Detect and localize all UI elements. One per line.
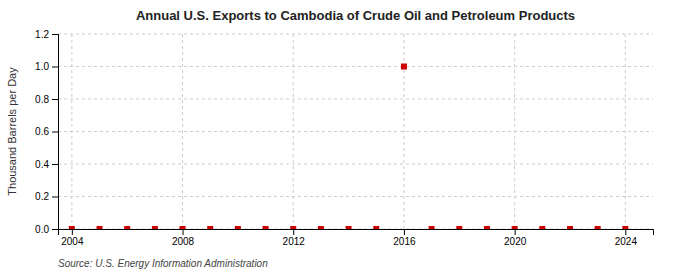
tick: 0.0: [35, 224, 58, 235]
tick-label: 2008: [172, 236, 195, 247]
tick: 2004: [61, 229, 84, 247]
tick-mark: [625, 229, 626, 235]
tick: 0.4: [35, 159, 58, 170]
point: [235, 226, 241, 229]
tick-label: 0.0: [35, 224, 49, 235]
axis-line: [52, 35, 59, 230]
marks: [69, 64, 628, 230]
point: [152, 226, 158, 229]
tick-mark: [72, 229, 73, 235]
point: [124, 226, 130, 229]
tick-mark: [52, 229, 58, 230]
point: [346, 226, 352, 229]
grid-line: [71, 34, 72, 229]
tick-mark: [183, 229, 184, 235]
tick: 2024: [615, 229, 638, 247]
tick-mark: [52, 67, 58, 68]
tick: 1.2: [35, 29, 58, 40]
tick-mark: [293, 229, 294, 235]
tick: 1.0: [35, 61, 58, 72]
grid-line: [58, 196, 653, 197]
tick-mark: [52, 197, 58, 198]
point: [207, 226, 213, 229]
axis-line: [59, 230, 654, 236]
point: [567, 226, 573, 229]
tick: 2012: [283, 229, 306, 247]
grid-line: [58, 164, 653, 165]
tick-mark: [52, 164, 58, 165]
grid-line: [58, 99, 653, 100]
grid-line: [625, 34, 626, 229]
tick-label: 0.2: [35, 191, 49, 202]
point: [512, 226, 518, 229]
tick-label: 2012: [283, 236, 306, 247]
point: [318, 226, 324, 229]
x-axis: 2004 2008 2012 2016 2020 2024: [59, 229, 654, 247]
tick-label: 0.8: [35, 94, 49, 105]
point: [69, 226, 75, 229]
tick: 2016: [393, 229, 416, 247]
grid-line: [58, 66, 653, 67]
tick: 2020: [504, 229, 527, 247]
tick-label: 2004: [61, 236, 84, 247]
title: Annual U.S. Exports to Cambodia of Crude…: [136, 8, 575, 23]
tick-label: 0.4: [35, 159, 49, 170]
tick-mark: [52, 132, 58, 133]
point: [97, 226, 103, 229]
grid-line: [58, 34, 653, 35]
grid-line: [182, 34, 183, 229]
tick-label: 1.0: [35, 61, 49, 72]
point: [373, 226, 379, 229]
tick-mark: [515, 229, 516, 235]
tick-mark: [52, 34, 58, 35]
tick: 2008: [172, 229, 195, 247]
tick: 0.8: [35, 94, 58, 105]
tick: 0.2: [35, 191, 58, 202]
tick-mark: [52, 99, 58, 100]
grid-line: [58, 131, 653, 132]
chart: 2004 2008 2012 2016 2020 2024 0.0 0.2 0.4 0.6 0.8 1…: [0, 0, 675, 275]
point: [595, 226, 601, 229]
tick-label: 2016: [393, 236, 416, 247]
tick-label: 2020: [504, 236, 527, 247]
tick: 0.6: [35, 126, 58, 137]
point: [290, 226, 296, 229]
tick-mark: [404, 229, 405, 235]
point: [539, 226, 545, 229]
point: [429, 226, 435, 229]
grid-line: [403, 34, 404, 229]
tick-label: 0.6: [35, 126, 49, 137]
point: [180, 226, 186, 229]
plot: 2004 2008 2012 2016 2020 2024 0.0 0.2 0.4 0.6 0.8 1…: [35, 29, 653, 247]
y-axis-title: Thousand Barrels per Day: [6, 67, 18, 196]
point: [622, 226, 628, 229]
point: [484, 226, 490, 229]
tick-label: 2024: [615, 236, 638, 247]
tick-label: 1.2: [35, 29, 49, 40]
grid: [58, 34, 653, 229]
point: [263, 226, 269, 229]
y-axis: 0.0 0.2 0.4 0.6 0.8 1.0 1.2: [35, 29, 58, 235]
grid-line: [514, 34, 515, 229]
source: Source: U.S. Energy Information Administ…: [58, 258, 268, 269]
point: [456, 226, 462, 229]
point: [401, 64, 407, 70]
grid-line: [293, 34, 294, 229]
